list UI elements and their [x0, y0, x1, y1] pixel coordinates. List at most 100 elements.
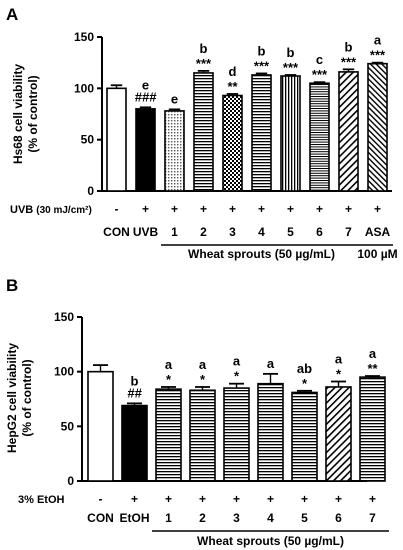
plot-area-a: 0 50 100 150 Hs68 cell viability(% of contro…: [10, 30, 398, 261]
significance-mark: **: [227, 79, 238, 94]
group-letter: a: [199, 357, 207, 372]
group-label: Wheat sprouts (50 µg/mL): [188, 247, 335, 261]
category-label: 4: [267, 511, 274, 525]
treatment-sign: +: [171, 202, 178, 216]
category-label: 5: [287, 225, 294, 239]
bar-1: [164, 110, 185, 192]
treatment-sign: +: [229, 202, 236, 216]
treatment-sign: +: [258, 202, 265, 216]
y-tick-label: 0: [67, 474, 74, 488]
y-tick-label: 0: [87, 184, 94, 198]
category-label: 1: [171, 225, 178, 239]
category-label: 7: [345, 225, 352, 239]
significance-mark: *: [166, 372, 172, 387]
significance-mark: ***: [312, 67, 328, 82]
y-axis-label-line1: Hs68 cell viability: [11, 64, 25, 164]
bar-UVB: [135, 108, 156, 192]
y-axis-label: HepG2 cell viability(% of control): [5, 343, 34, 453]
category-label: 3: [233, 511, 240, 525]
bar-3: [222, 94, 243, 192]
category-label: CON: [87, 511, 114, 525]
bar-3: [223, 387, 250, 482]
significance-mark: **: [367, 361, 378, 376]
y-tick-label: 50: [81, 133, 95, 147]
bar-5: [280, 75, 301, 192]
treatment-unit: (30 mJ/cm²): [36, 205, 92, 216]
treatment-sign: +: [301, 492, 308, 506]
significance-mark: ##: [127, 385, 142, 400]
bar-6: [309, 82, 330, 192]
treatment-sign: -: [115, 202, 119, 216]
treatment-sign: +: [287, 202, 294, 216]
group-letter: a: [374, 33, 382, 48]
group-letter: a: [267, 356, 275, 371]
significance-mark: *: [302, 376, 308, 391]
bar-EtOH: [121, 404, 148, 482]
treatment-sign: +: [335, 492, 342, 506]
y-tick-label: 150: [54, 310, 74, 324]
panel-a: A 0 50 100 150 Hs68 cell viability(% of cont…: [6, 5, 398, 261]
significance-mark: *: [200, 372, 206, 387]
group-letter: b: [131, 373, 139, 388]
group-letter: ab: [297, 361, 312, 376]
bar-4: [257, 382, 284, 482]
significance-mark: ***: [196, 56, 212, 71]
group-letter: c: [316, 52, 323, 67]
category-label: 7: [369, 511, 376, 525]
category-label: 3: [229, 225, 236, 239]
treatment-sign: +: [374, 202, 381, 216]
group-letter: e: [171, 91, 178, 106]
treatment-sign: +: [165, 492, 172, 506]
bar-ASA: [367, 62, 388, 192]
significance-mark: ***: [283, 60, 299, 75]
treatment-sign: +: [369, 492, 376, 506]
treatment-sign: +: [267, 492, 274, 506]
y-axis-label: Hs68 cell viability(% of control): [11, 64, 40, 164]
group-letter: b: [345, 39, 353, 54]
significance-mark: ***: [341, 54, 357, 69]
category-label: UVB: [133, 225, 159, 239]
category-label: 4: [258, 225, 265, 239]
group-letter: a: [233, 354, 241, 369]
bar-CON: [106, 87, 127, 192]
treatment-name: 3% EtOH: [18, 494, 65, 506]
category-label: 2: [199, 511, 206, 525]
group-letter: b: [200, 41, 208, 56]
group-letter: b: [258, 43, 266, 58]
category-label: 1: [165, 511, 172, 525]
treatment-sign: +: [316, 202, 323, 216]
bar-CON: [87, 370, 114, 482]
group-letter: a: [369, 346, 377, 361]
category-label: 2: [200, 225, 207, 239]
group-letter: b: [287, 45, 295, 60]
bar-2: [189, 389, 216, 482]
panel-b: B 0 50 100 150 HepG2 cell viability(% of con…: [5, 276, 389, 548]
treatment-name: UVB: [10, 204, 33, 216]
y-tick-label: 50: [61, 419, 75, 433]
significance-mark: ***: [254, 58, 270, 73]
category-label: CON: [103, 225, 130, 239]
treatment-sign: +: [142, 202, 149, 216]
category-label: 5: [301, 511, 308, 525]
bar-4: [251, 74, 272, 192]
significance-mark: *: [336, 367, 342, 382]
treatment-sign: +: [199, 492, 206, 506]
significance-mark: ***: [370, 48, 386, 63]
group-letter: d: [229, 64, 237, 79]
bar-5: [291, 391, 318, 482]
category-label: 6: [316, 225, 323, 239]
panel-letter-a: A: [6, 5, 18, 24]
bar-6: [325, 386, 352, 482]
treatment-sign: +: [233, 492, 240, 506]
y-axis-label-line1: HepG2 cell viability: [5, 343, 19, 453]
bar-7: [359, 376, 386, 482]
significance-mark: *: [234, 369, 240, 384]
group-label: Wheat sprouts (50 µg/mL): [197, 534, 344, 548]
treatment-label: 3% EtOH: [18, 494, 65, 506]
bar-1: [155, 388, 182, 482]
category-label: ASA: [365, 225, 391, 239]
asa-label: 100 µM: [357, 247, 397, 261]
group-letter: a: [165, 357, 173, 372]
y-axis-label-line2: (% of control): [26, 75, 40, 152]
